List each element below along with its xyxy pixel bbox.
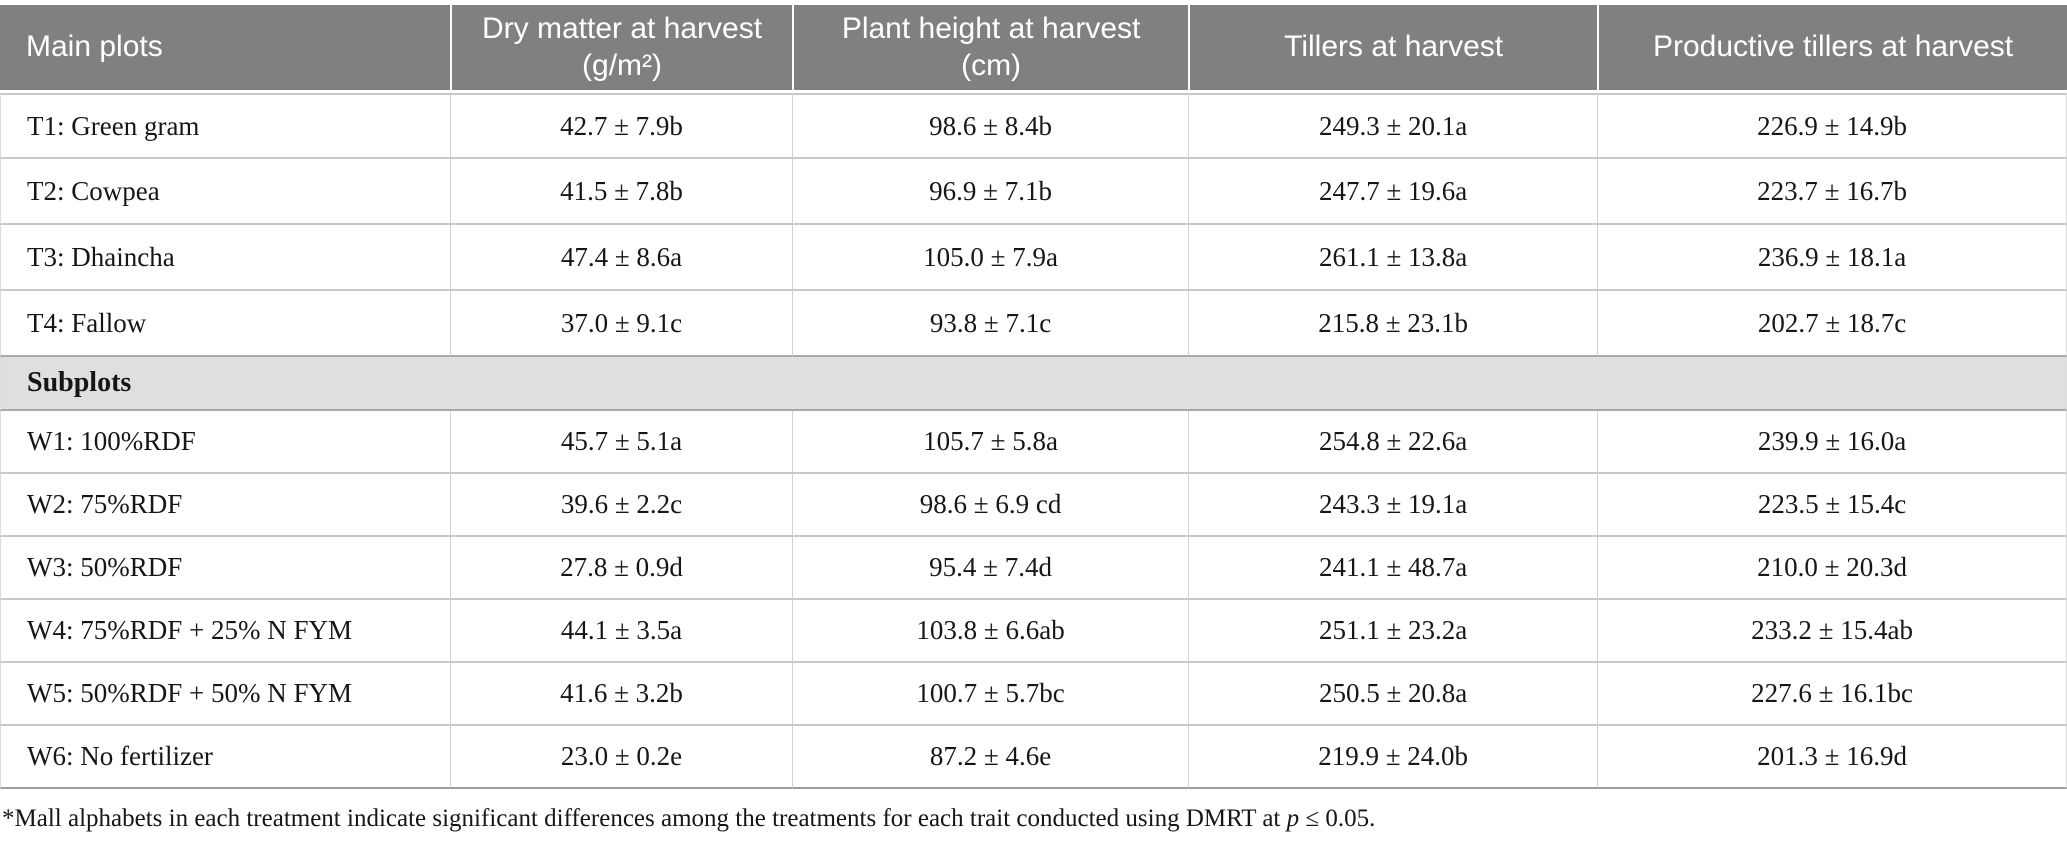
cell-value: 27.8 ± 0.9d (449, 537, 793, 601)
cell-value: 105.0 ± 7.9a (792, 225, 1189, 292)
cell-value: 42.7 ± 7.9b (449, 93, 793, 160)
cell-value: 23.0 ± 0.2e (449, 726, 793, 790)
column-header-main-plots: Main plots (0, 5, 450, 94)
cell-value: 39.6 ± 2.2c (449, 474, 793, 538)
row-label: T4: Fallow (0, 291, 450, 358)
row-label: W4: 75%RDF + 25% N FYM (0, 600, 450, 664)
cell-value: 41.5 ± 7.8b (449, 159, 793, 226)
cell-value: 250.5 ± 20.8a (1188, 663, 1598, 727)
table-row-w5: W5: 50%RDF + 50% N FYM 41.6 ± 3.2b 100.7… (0, 663, 2067, 727)
treatments-results-table: Main plots Dry matter at harvest (g/m²) … (0, 5, 2067, 790)
cell-value: 243.3 ± 19.1a (1188, 474, 1598, 538)
section-header-subplots: Subplots (0, 357, 2067, 412)
cell-value: 98.6 ± 8.4b (792, 93, 1189, 160)
cell-value: 261.1 ± 13.8a (1188, 225, 1598, 292)
cell-value: 100.7 ± 5.7bc (792, 663, 1189, 727)
table-row-t4: T4: Fallow 37.0 ± 9.1c 93.8 ± 7.1c 215.8… (0, 291, 2067, 358)
row-label: W3: 50%RDF (0, 537, 450, 601)
table-row-w4: W4: 75%RDF + 25% N FYM 44.1 ± 3.5a 103.8… (0, 600, 2067, 664)
cell-value: 223.5 ± 15.4c (1597, 474, 2067, 538)
header-row: Main plots Dry matter at harvest (g/m²) … (0, 5, 2067, 94)
cell-value: 247.7 ± 19.6a (1188, 159, 1598, 226)
cell-value: 215.8 ± 23.1b (1188, 291, 1598, 358)
cell-value: 93.8 ± 7.1c (792, 291, 1189, 358)
cell-value: 233.2 ± 15.4ab (1597, 600, 2067, 664)
row-label: W5: 50%RDF + 50% N FYM (0, 663, 450, 727)
cell-value: 236.9 ± 18.1a (1597, 225, 2067, 292)
table-row-w2: W2: 75%RDF 39.6 ± 2.2c 98.6 ± 6.9 cd 243… (0, 474, 2067, 538)
table-row-w3: W3: 50%RDF 27.8 ± 0.9d 95.4 ± 7.4d 241.1… (0, 537, 2067, 601)
table-row-w1: W1: 100%RDF 45.7 ± 5.1a 105.7 ± 5.8a 254… (0, 411, 2067, 475)
cell-value: 241.1 ± 48.7a (1188, 537, 1598, 601)
cell-value: 249.3 ± 20.1a (1188, 93, 1598, 160)
cell-value: 254.8 ± 22.6a (1188, 411, 1598, 475)
row-label: T1: Green gram (0, 93, 450, 160)
cell-value: 96.9 ± 7.1b (792, 159, 1189, 226)
cell-value: 44.1 ± 3.5a (449, 600, 793, 664)
cell-value: 201.3 ± 16.9d (1597, 726, 2067, 790)
row-label: W1: 100%RDF (0, 411, 450, 475)
footnote-p-symbol: p (1286, 805, 1300, 833)
cell-value: 37.0 ± 9.1c (449, 291, 793, 358)
footnote-suffix: ≤ 0.05. (1299, 805, 1376, 833)
footnote: *Mall alphabets in each treatment indica… (0, 805, 2067, 833)
column-header-productive-tillers: Productive tillers at harvest (1597, 5, 2067, 94)
cell-value: 223.7 ± 16.7b (1597, 159, 2067, 226)
column-header-dry-matter: Dry matter at harvest (g/m²) (449, 5, 793, 94)
cell-value: 105.7 ± 5.8a (792, 411, 1189, 475)
cell-value: 87.2 ± 4.6e (792, 726, 1189, 790)
cell-value: 239.9 ± 16.0a (1597, 411, 2067, 475)
cell-value: 41.6 ± 3.2b (449, 663, 793, 727)
cell-value: 219.9 ± 24.0b (1188, 726, 1598, 790)
table-row-t2: T2: Cowpea 41.5 ± 7.8b 96.9 ± 7.1b 247.7… (0, 159, 2067, 226)
cell-value: 226.9 ± 14.9b (1597, 93, 2067, 160)
cell-value: 210.0 ± 20.3d (1597, 537, 2067, 601)
row-label: W2: 75%RDF (0, 474, 450, 538)
cell-value: 103.8 ± 6.6ab (792, 600, 1189, 664)
column-header-tillers: Tillers at harvest (1188, 5, 1598, 94)
row-label: W6: No fertilizer (0, 726, 450, 790)
cell-value: 95.4 ± 7.4d (792, 537, 1189, 601)
cell-value: 227.6 ± 16.1bc (1597, 663, 2067, 727)
cell-value: 45.7 ± 5.1a (449, 411, 793, 475)
cell-value: 202.7 ± 18.7c (1597, 291, 2067, 358)
cell-value: 47.4 ± 8.6a (449, 225, 793, 292)
section-header-label: Subplots (0, 357, 2067, 412)
table-body: T1: Green gram 42.7 ± 7.9b 98.6 ± 8.4b 2… (0, 93, 2067, 790)
cell-value: 98.6 ± 6.9 cd (792, 474, 1189, 538)
row-label: T3: Dhaincha (0, 225, 450, 292)
table-row-t1: T1: Green gram 42.7 ± 7.9b 98.6 ± 8.4b 2… (0, 93, 2067, 160)
table-header: Main plots Dry matter at harvest (g/m²) … (0, 5, 2067, 94)
footnote-text: *Mall alphabets in each treatment indica… (2, 805, 1287, 833)
cell-value: 251.1 ± 23.2a (1188, 600, 1598, 664)
table-row-t3: T3: Dhaincha 47.4 ± 8.6a 105.0 ± 7.9a 26… (0, 225, 2067, 292)
column-header-plant-height: Plant height at harvest (cm) (792, 5, 1189, 94)
table-row-w6: W6: No fertilizer 23.0 ± 0.2e 87.2 ± 4.6… (0, 726, 2067, 790)
row-label: T2: Cowpea (0, 159, 450, 226)
